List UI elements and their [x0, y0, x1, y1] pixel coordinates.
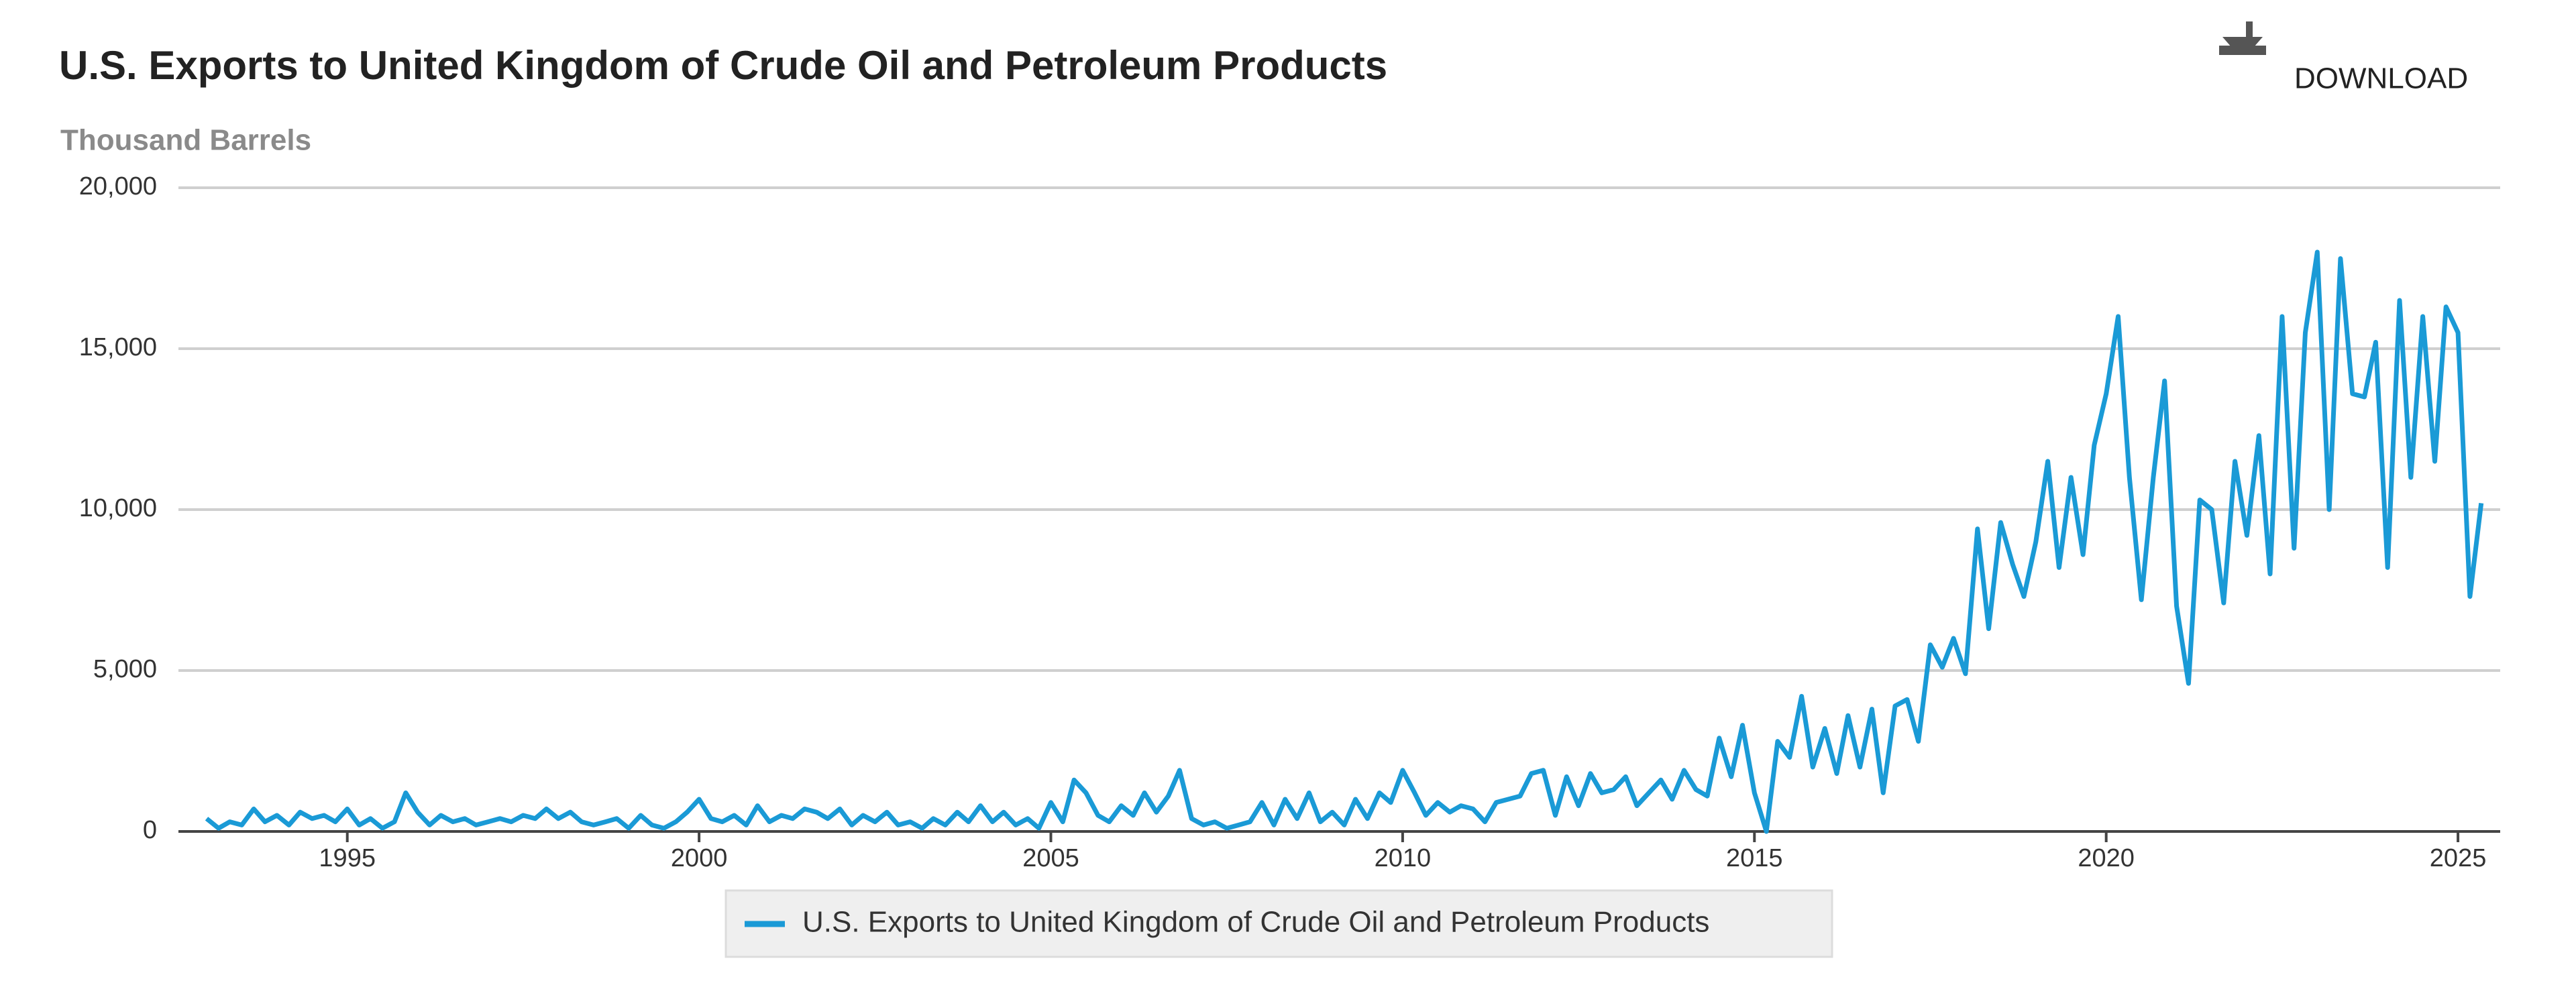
- download-button[interactable]: DOWNLOAD: [2219, 21, 2468, 95]
- y-axis-label: Thousand Barrels: [60, 124, 311, 157]
- y-tick-label: 10,000: [79, 494, 157, 522]
- y-tick-label: 5,000: [93, 655, 157, 683]
- y-tick-label: 20,000: [79, 172, 157, 200]
- download-icon-arrow: [2222, 21, 2263, 52]
- y-tick-label: 0: [143, 816, 157, 844]
- x-tick-label: 2020: [2078, 844, 2135, 872]
- legend[interactable]: U.S. Exports to United Kingdom of Crude …: [724, 889, 1833, 958]
- x-tick-label: 2005: [1022, 844, 1079, 872]
- series-line: [205, 249, 2484, 834]
- legend-box: [724, 889, 1833, 958]
- x-tick-label: 2025: [2430, 844, 2487, 872]
- download-label[interactable]: DOWNLOAD: [2294, 62, 2468, 95]
- legend-label[interactable]: U.S. Exports to United Kingdom of Crude …: [802, 906, 1709, 939]
- x-tick-label: 2010: [1375, 844, 1432, 872]
- chart-title: U.S. Exports to United Kingdom of Crude …: [59, 43, 1387, 88]
- x-tick-label: 2000: [671, 844, 728, 872]
- x-tick-label: 2015: [1726, 844, 1783, 872]
- y-tick-label: 15,000: [79, 333, 157, 361]
- x-tick-label: 1995: [319, 844, 376, 872]
